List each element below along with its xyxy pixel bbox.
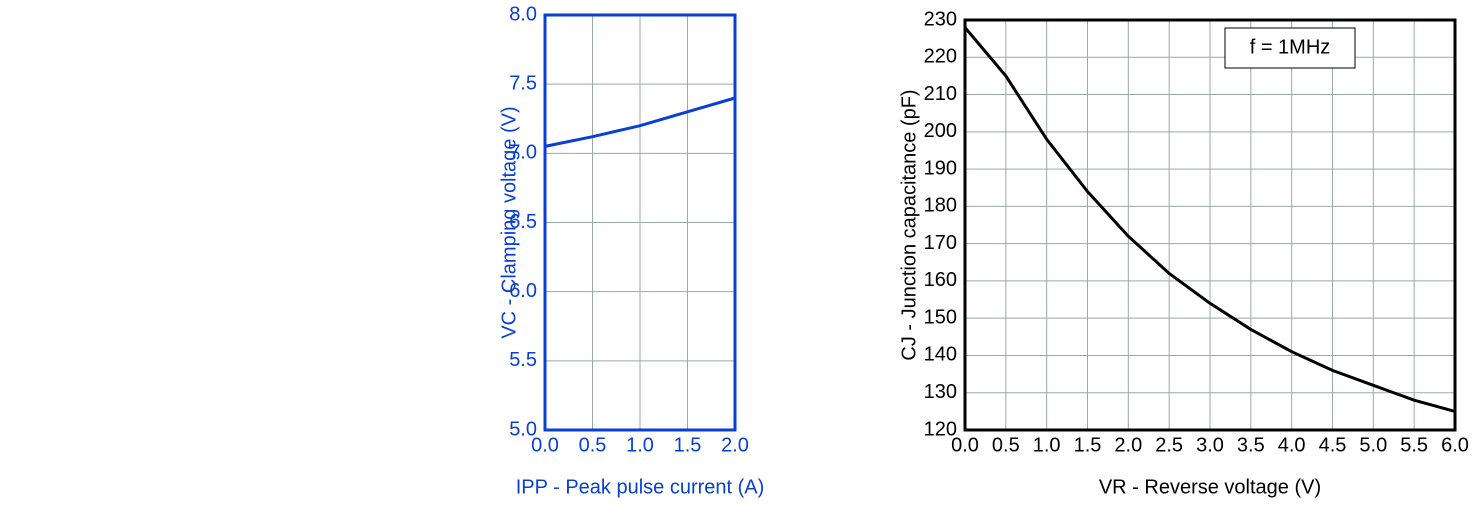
x-tick-label: 2.5 (1155, 434, 1183, 456)
x-tick-label: 5.5 (1400, 434, 1428, 456)
y-tick-label: 7.5 (509, 72, 537, 94)
y-tick-label: 5.5 (509, 349, 537, 371)
x-tick-label: 1.5 (674, 434, 702, 456)
x-tick-label: 4.5 (1319, 434, 1347, 456)
x-tick-label: 0.0 (531, 434, 559, 456)
x-tick-label: 6.0 (1441, 434, 1469, 456)
series-line (963, 26, 1456, 413)
y-tick-label: 190 (924, 157, 957, 179)
x-tick-label: 5.0 (1359, 434, 1387, 456)
y-tick-label: 5.0 (509, 418, 537, 440)
y-tick-label: 230 (924, 8, 957, 30)
chart: 120 130 140 150 160 170 180 190 200 210 220 230 0.0 0… (898, 8, 1469, 498)
x-tick-label: 1.0 (1033, 434, 1061, 456)
y-tick-label: 120 (924, 418, 957, 440)
x-tick-label: 1.5 (1074, 434, 1102, 456)
y-tick-label: 140 (924, 344, 957, 366)
y-tick-label: 150 (924, 306, 957, 328)
y-tick-label: 200 (924, 120, 957, 142)
chart: 5.0 5.5 6.0 6.5 7.0 7.5 8.0 0.0 0.5 1.0 1.5 2.0 IPP … (498, 3, 764, 498)
x-tick-label: 0.0 (951, 434, 979, 456)
y-tick-label: 7.0 (509, 142, 537, 164)
x-tick-label: 3.5 (1237, 434, 1265, 456)
x-tick-label: 4.0 (1278, 434, 1306, 456)
annotation-box (1224, 27, 1356, 69)
x-tick-label: 1.0 (626, 434, 654, 456)
y-tick-label: 6.5 (509, 211, 537, 233)
y-tick-label: 170 (924, 232, 957, 254)
y-tick-label: 220 (924, 46, 957, 68)
y-axis-label: CJ - Junction capacitance (pF) (898, 89, 920, 360)
y-tick-label: 180 (924, 195, 957, 217)
y-tick-label: 160 (924, 269, 957, 291)
series-line (544, 96, 736, 148)
y-tick-label: 6.0 (509, 280, 537, 302)
x-tick-label: 2.0 (721, 434, 749, 456)
y-tick-label: 130 (924, 381, 957, 403)
y-tick-label: 8.0 (509, 3, 537, 25)
x-tick-label: 0.5 (579, 434, 607, 456)
plot-frame (963, 18, 1457, 432)
y-axis-label: VC - Clamping voltage (V) (498, 106, 520, 338)
x-tick-label: 2.0 (1114, 434, 1142, 456)
x-tick-label: 3.0 (1196, 434, 1224, 456)
x-tick-label: 0.5 (992, 434, 1020, 456)
plot-frame (543, 13, 737, 432)
y-tick-label: 210 (924, 83, 957, 105)
x-axis-label: VR - Reverse voltage (V) (1099, 476, 1321, 498)
annotation: f = 1MHz (1250, 36, 1331, 58)
x-axis-label: IPP - Peak pulse current (A) (516, 476, 765, 498)
